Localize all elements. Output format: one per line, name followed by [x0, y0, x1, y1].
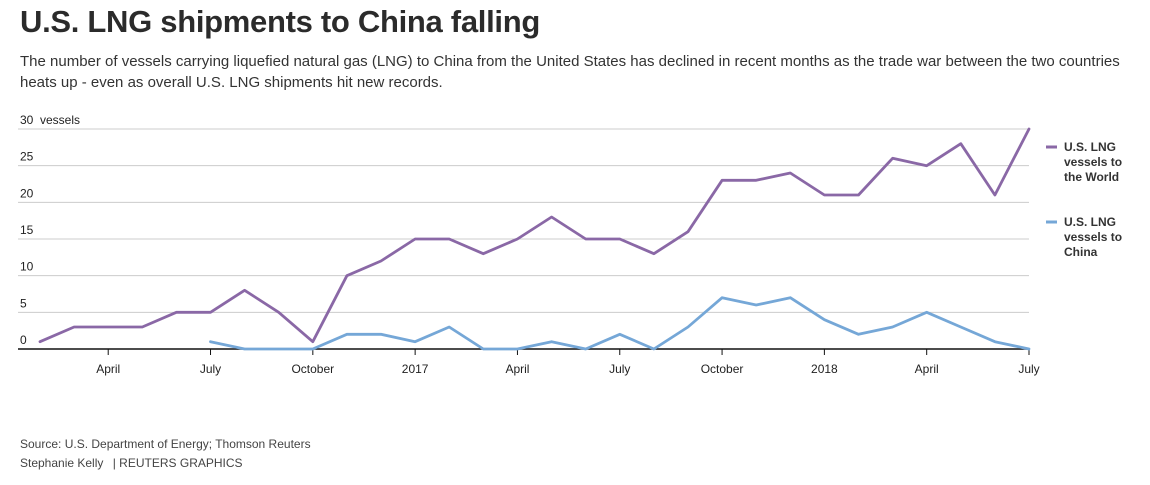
x-tick-label: July: [1018, 362, 1039, 376]
chart-title: U.S. LNG shipments to China falling: [20, 4, 540, 39]
x-tick-label: October: [701, 362, 744, 376]
series-line-china: [209, 296, 1031, 351]
credit-author: Stephanie Kelly: [20, 456, 104, 470]
series-lines: [38, 127, 1031, 351]
source-note: Source: U.S. Department of Energy; Thoms…: [20, 437, 311, 451]
y-unit-label: vessels: [40, 113, 80, 127]
x-tick-label: April: [96, 362, 120, 376]
series-line-world: [38, 127, 1031, 344]
x-axis-ticks: April July October 2017 April July October 2018…: [96, 349, 1040, 376]
x-tick-label: July: [200, 362, 221, 376]
y-tick-label: 25: [20, 150, 34, 164]
x-tick-label: April: [505, 362, 529, 376]
y-tick-label: 0: [20, 333, 27, 347]
x-tick-label: 2017: [402, 362, 429, 376]
legend-label: vessels to: [1064, 155, 1122, 169]
legend-label: the World: [1064, 170, 1119, 184]
legend-label: vessels to: [1064, 230, 1122, 244]
credit-line: Stephanie Kelly | REUTERS GRAPHICS: [20, 456, 243, 470]
credit-brand: | REUTERS GRAPHICS: [112, 456, 243, 470]
x-tick-label: July: [609, 362, 630, 376]
y-tick-label: 20: [20, 186, 34, 200]
y-tick-label: 30: [20, 113, 34, 127]
y-tick-label: 10: [20, 260, 34, 274]
x-tick-label: 2018: [811, 362, 838, 376]
y-tick-label: 5: [20, 296, 27, 310]
x-tick-label: April: [915, 362, 939, 376]
y-tick-label: 15: [20, 223, 34, 237]
y-axis-ticks: 30 vessels 25 20 15 10 5 0: [20, 113, 80, 347]
legend-label: U.S. LNG: [1064, 215, 1116, 229]
chart-subtitle: The number of vessels carrying liquefied…: [20, 53, 1120, 91]
legend-label: China: [1064, 245, 1098, 259]
legend-label: U.S. LNG: [1064, 140, 1116, 154]
x-tick-label: October: [291, 362, 334, 376]
